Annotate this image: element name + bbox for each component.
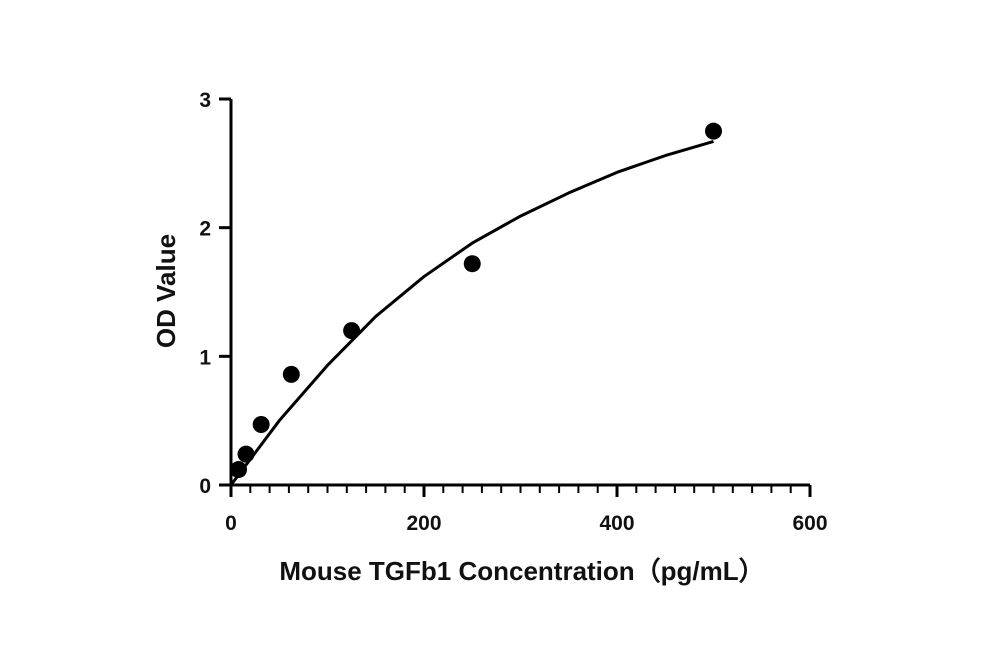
data-point (705, 122, 722, 140)
x-tick-label: 600 (792, 512, 827, 535)
y-axis-title: OD Value (151, 234, 181, 348)
data-point (343, 322, 361, 340)
x-tick-label: 0 (225, 512, 237, 535)
tick-labels: 0 200 400 600 0 1 2 3 (199, 89, 827, 535)
data-point (463, 255, 481, 273)
data-point (252, 416, 270, 434)
y-tick-label: 3 (199, 89, 211, 112)
data-point (282, 365, 300, 383)
fit-curve (229, 140, 714, 486)
x-axis-title: Mouse TGFb1 Concentration（pg/mL） (279, 556, 764, 586)
x-tick-label: 200 (406, 512, 441, 535)
fit-curve-layer (229, 140, 714, 486)
x-tick-label: 400 (599, 512, 634, 535)
data-points (230, 122, 722, 479)
y-tick-label: 0 (199, 475, 211, 498)
y-tick-label: 2 (199, 218, 211, 241)
y-tick-label: 1 (199, 346, 211, 369)
axes (219, 97, 812, 497)
data-point (230, 461, 248, 479)
data-point (237, 445, 255, 463)
